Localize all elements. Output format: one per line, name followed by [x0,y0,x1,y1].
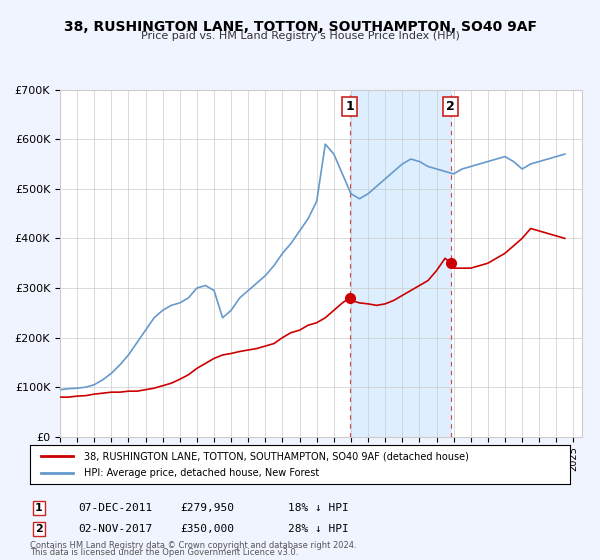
Text: 18% ↓ HPI: 18% ↓ HPI [288,503,349,514]
Bar [350,90,451,437]
Text: 02-NOV-2017: 02-NOV-2017 [78,524,152,534]
Text: 38, RUSHINGTON LANE, TOTTON, SOUTHAMPTON, SO40 9AF (detached house): 38, RUSHINGTON LANE, TOTTON, SOUTHAMPTON… [84,451,469,461]
Text: 1: 1 [345,100,354,113]
Text: This data is licensed under the Open Government Licence v3.0.: This data is licensed under the Open Gov… [30,548,298,557]
Text: HPI: Average price, detached house, New Forest: HPI: Average price, detached house, New … [84,468,319,478]
Text: £279,950: £279,950 [180,503,234,514]
Text: Price paid vs. HM Land Registry's House Price Index (HPI): Price paid vs. HM Land Registry's House … [140,31,460,41]
Text: 2: 2 [35,524,43,534]
Text: 07-DEC-2011: 07-DEC-2011 [78,503,152,514]
Text: £350,000: £350,000 [180,524,234,534]
Text: Contains HM Land Registry data © Crown copyright and database right 2024.: Contains HM Land Registry data © Crown c… [30,541,356,550]
Text: 38, RUSHINGTON LANE, TOTTON, SOUTHAMPTON, SO40 9AF: 38, RUSHINGTON LANE, TOTTON, SOUTHAMPTON… [64,20,536,34]
Text: 2: 2 [446,100,455,113]
Text: 1: 1 [35,503,43,514]
Text: 28% ↓ HPI: 28% ↓ HPI [288,524,349,534]
